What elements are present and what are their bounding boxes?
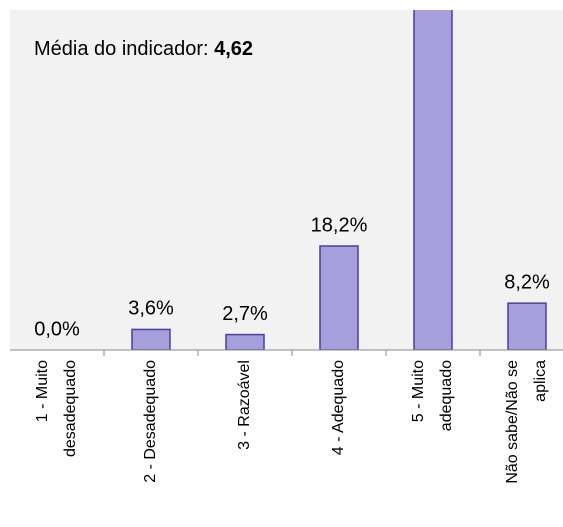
annotation-value: 4,62 — [214, 38, 253, 60]
plot-area — [10, 10, 563, 350]
bars — [131, 10, 547, 350]
bar — [319, 245, 359, 350]
value-label: 3,6% — [128, 298, 174, 320]
x-tick-label: 3 - Razoável — [236, 360, 253, 450]
x-tick-label: Não sabe/Não se aplica — [504, 360, 549, 484]
annotation: Média do indicador: 4,62 — [34, 38, 253, 60]
bar — [131, 328, 171, 350]
value-label: 18,2% — [311, 214, 368, 236]
x-tick-label: 1 - Muito desadequado — [34, 360, 79, 457]
x-tick-label: 4 - Adequado — [330, 360, 347, 455]
value-label: 8,2% — [504, 271, 550, 293]
bar — [225, 333, 265, 350]
x-tick-label: 2 - Desadequado — [142, 360, 159, 483]
bar — [507, 302, 547, 350]
value-label: 2,7% — [222, 303, 268, 325]
annotation-text: Média do indicador: — [34, 38, 209, 60]
bar — [413, 10, 453, 350]
value-label: 0,0% — [34, 318, 80, 340]
x-tick-label: 5 - Muito adequado — [410, 360, 455, 431]
